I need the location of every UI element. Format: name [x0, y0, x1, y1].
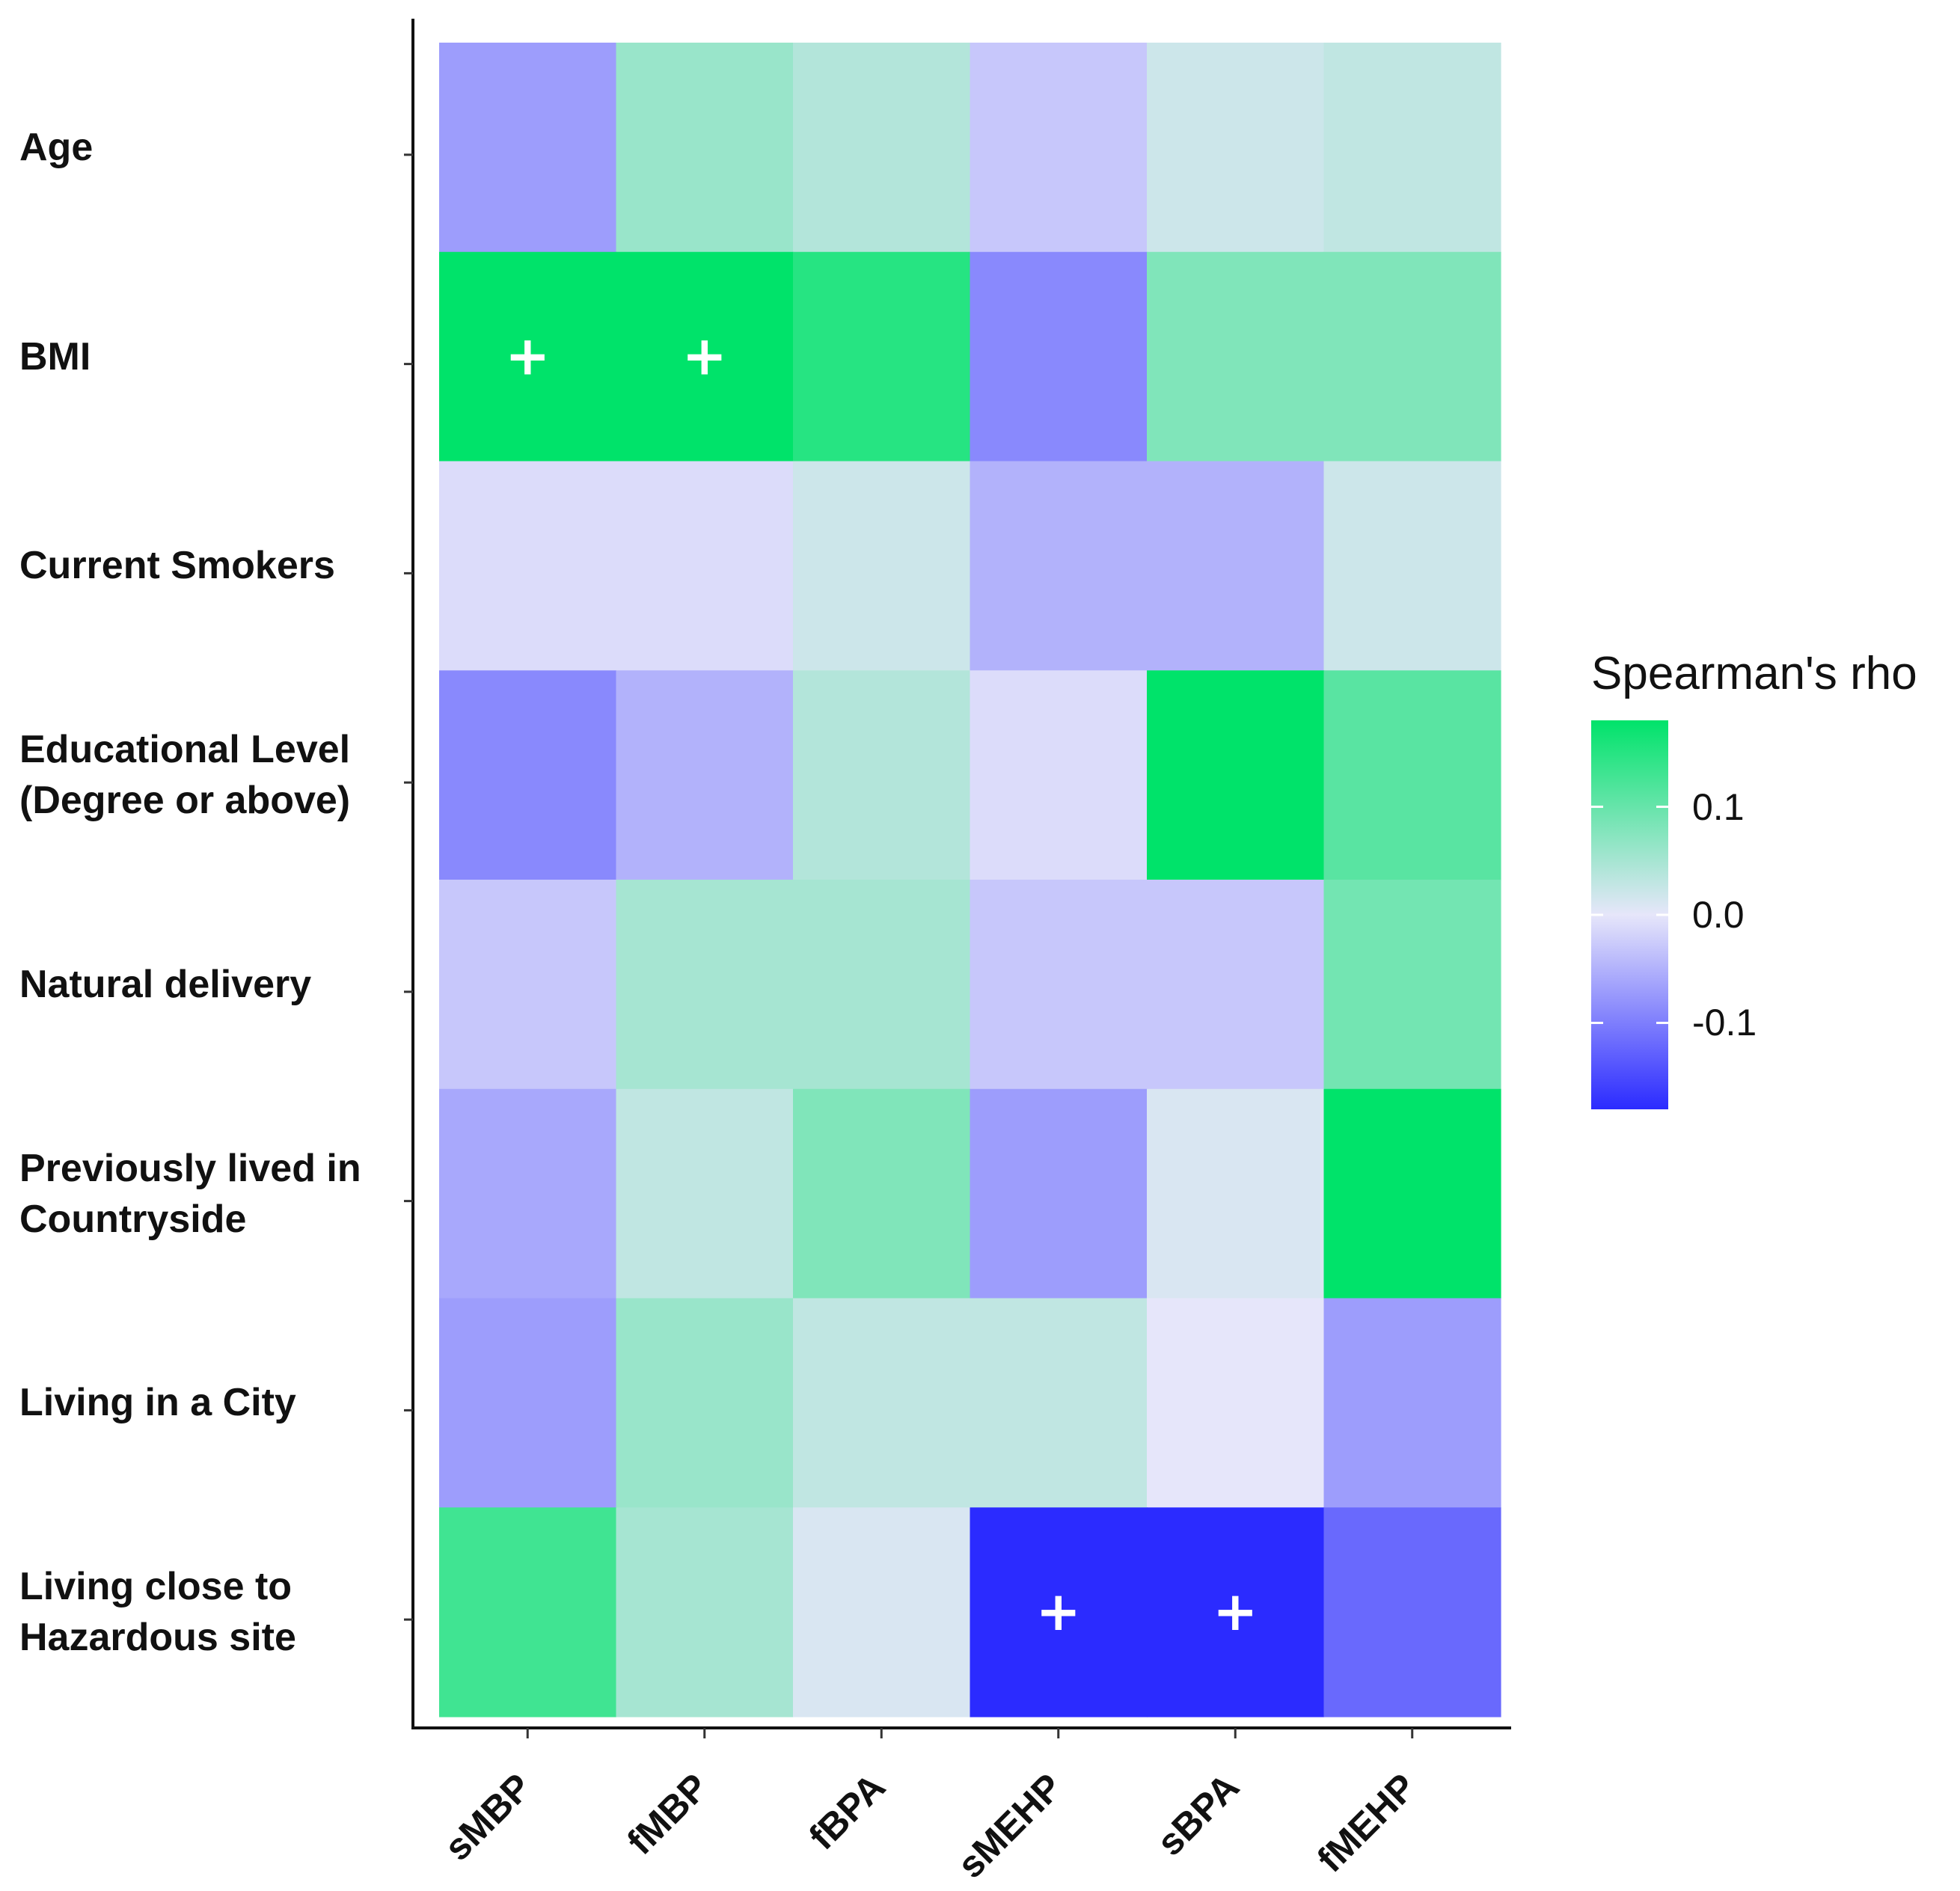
heatmap-cell [1147, 1088, 1325, 1299]
heatmap-cell [1147, 43, 1325, 253]
heatmap-cell [793, 461, 971, 671]
heatmap-cell [970, 1088, 1148, 1299]
heatmap-cell [793, 1088, 971, 1299]
heatmap-cell [616, 880, 794, 1090]
heatmap-cell [1323, 43, 1501, 253]
heatmap-cell [1323, 1298, 1501, 1508]
significance-marker: + [682, 325, 727, 387]
heatmap-cell [616, 1298, 794, 1508]
x-tick-label: fMBP [619, 1765, 717, 1863]
heatmap-cell [616, 461, 794, 671]
heatmap-cell [616, 670, 794, 880]
heatmap-cell [970, 43, 1148, 253]
heatmap-cell [970, 1507, 1148, 1717]
heatmap-cell [793, 1507, 971, 1717]
heatmap-cell [439, 461, 617, 671]
heatmap-cell [1147, 670, 1325, 880]
heatmap-cell [793, 880, 971, 1090]
y-axis-ticks [404, 153, 413, 1621]
heatmap-cell [793, 43, 971, 253]
heatmap-cell [970, 1298, 1148, 1508]
heatmap-cell [1323, 251, 1501, 462]
x-tick-label: sMBP [436, 1765, 539, 1869]
legend-tick-label: 0.1 [1692, 785, 1745, 828]
heatmap-cell [616, 251, 794, 462]
heatmap-cell [616, 43, 794, 253]
heatmap-cell [1147, 1507, 1325, 1717]
y-tick-label: Age [19, 125, 94, 169]
x-tick-label: sBPA [1149, 1765, 1247, 1863]
heatmap-cell [1147, 880, 1325, 1090]
heatmap-cell [439, 251, 617, 462]
heatmap-cell [439, 880, 617, 1090]
y-tick-label: BMI [19, 334, 91, 378]
x-tick-label: fBPA [801, 1765, 893, 1857]
x-tick-label: sMEHP [949, 1765, 1070, 1886]
y-tick-label: Current Smokers [19, 544, 335, 588]
heatmap-cell [1323, 880, 1501, 1090]
legend-ticks [1591, 806, 1668, 1024]
significance-marker: + [505, 325, 550, 387]
legend-tick-label: -0.1 [1692, 1002, 1757, 1044]
heatmap-cell [970, 670, 1148, 880]
y-tick-label: Living in a City [19, 1381, 296, 1425]
heatmap-cells [439, 43, 1501, 1717]
y-tick-label: Previously lived in Countryside [19, 1146, 361, 1241]
heatmap-cell [616, 1507, 794, 1717]
heatmap-cell [970, 251, 1148, 462]
heatmap-cell [1323, 670, 1501, 880]
heatmap-cell [1323, 1507, 1501, 1717]
heatmap-cell [1147, 1298, 1325, 1508]
heatmap-cell [793, 670, 971, 880]
legend-title: Spearman's rho [1591, 648, 1917, 699]
x-tick-label: fMEHP [1309, 1765, 1424, 1881]
heatmap-cell [1323, 461, 1501, 671]
x-axis-labels: sMBP fMBP fBPA sMEHP sBPA fMEHP [436, 1765, 1424, 1886]
heatmap-cell [616, 1088, 794, 1299]
significance-marker: + [1213, 1580, 1258, 1643]
heatmap-cell [1147, 461, 1325, 671]
significance-markers: + + + + [505, 325, 1258, 1643]
heatmap-cell [439, 1088, 617, 1299]
heatmap-cell [439, 43, 617, 253]
significance-marker: + [1036, 1580, 1081, 1643]
heatmap-cell [1147, 251, 1325, 462]
heatmap-cell [793, 251, 971, 462]
heatmap-cell [1323, 1088, 1501, 1299]
heatmap-cell [970, 880, 1148, 1090]
y-tick-label: Natural delivery [19, 962, 312, 1006]
heatmap-cell [439, 670, 617, 880]
legend-tick-label: 0.0 [1692, 894, 1745, 936]
heatmap-cell [970, 461, 1148, 671]
x-axis-ticks [526, 1728, 1414, 1738]
y-tick-label: Educational Level (Degree or above) [19, 728, 351, 823]
heatmap-cell [439, 1298, 617, 1508]
heatmap-cell [439, 1507, 617, 1717]
heatmap-cell [793, 1298, 971, 1508]
y-tick-label: Living close to Hazardous site [19, 1565, 296, 1660]
legend-colorbar [1591, 720, 1668, 1109]
